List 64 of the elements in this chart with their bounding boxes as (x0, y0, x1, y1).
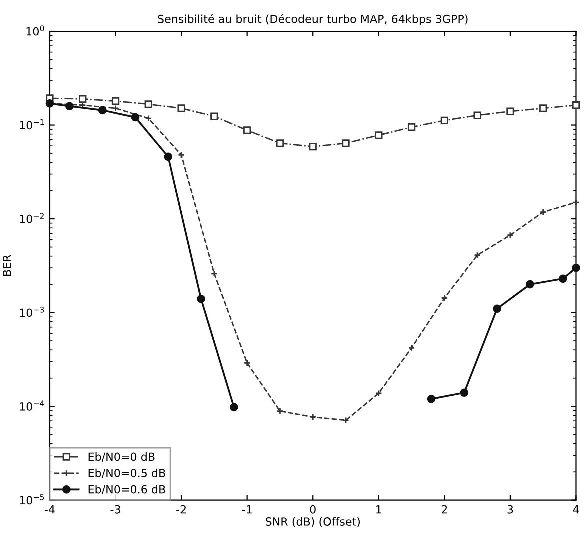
point (506, 232, 514, 239)
point (572, 264, 580, 272)
point (164, 152, 173, 162)
y-tick-label: 10$^{−3}$ (20, 306, 44, 318)
point (408, 124, 416, 132)
point (79, 95, 87, 103)
point (197, 294, 206, 304)
point (112, 98, 120, 106)
y-tick-label: 10$^{−5}$ (20, 494, 44, 505)
y-axis-title: BER (3, 255, 12, 276)
point (440, 116, 448, 124)
point (342, 417, 350, 424)
x-tick-label: 1 (376, 506, 382, 514)
point (210, 270, 218, 278)
legend-label: Eb/N0=0.5 dB (88, 468, 166, 478)
legend-label: Eb/N0=0 dB (88, 452, 155, 462)
point (540, 104, 548, 112)
point (427, 394, 436, 404)
point (98, 106, 107, 115)
x-tick-label: -1 (242, 506, 252, 514)
point (572, 199, 580, 206)
y-tick-label: 10$^{−1}$ (20, 120, 44, 130)
point (178, 104, 186, 112)
point (244, 126, 252, 134)
x-tick-label: 4 (573, 506, 580, 514)
x-tick-label: 0 (310, 505, 316, 514)
point (460, 388, 469, 398)
point (540, 208, 547, 216)
point (375, 390, 382, 397)
point (210, 112, 218, 120)
legend-label: Eb/N0=0.6 dB (88, 485, 166, 495)
x-tick-label: 3 (508, 505, 514, 514)
point (66, 102, 74, 111)
point (144, 100, 152, 108)
point (408, 344, 416, 352)
point (309, 142, 317, 151)
point (493, 304, 502, 314)
point (145, 115, 152, 122)
x-tick-label: -4 (44, 506, 55, 514)
point (474, 252, 482, 259)
point (441, 294, 448, 302)
x-tick-label: 2 (442, 505, 448, 514)
point (474, 112, 482, 120)
y-tick-label: 10$^{0}$ (26, 26, 44, 36)
point (112, 105, 120, 112)
x-tick-label: -2 (176, 505, 186, 514)
point (230, 403, 238, 412)
x-tick-label: -3 (110, 505, 120, 514)
chart-title: Sensibilité au bruit (Décodeur turbo MAP, 64kbps 3GPP) (158, 14, 468, 26)
x-axis-title: SNR (dB) (Offset) (266, 517, 360, 528)
point (131, 113, 140, 122)
point (342, 140, 350, 148)
point (558, 274, 568, 284)
point (506, 108, 514, 116)
point (178, 152, 186, 159)
point (244, 360, 251, 367)
y-tick-label: 10$^{−4}$ (20, 400, 44, 411)
point (276, 140, 284, 148)
y-tick-label: 10$^{−2}$ (20, 213, 44, 224)
point (276, 408, 284, 415)
point (310, 414, 317, 421)
point (526, 280, 534, 289)
point (572, 102, 580, 110)
point (375, 132, 383, 140)
